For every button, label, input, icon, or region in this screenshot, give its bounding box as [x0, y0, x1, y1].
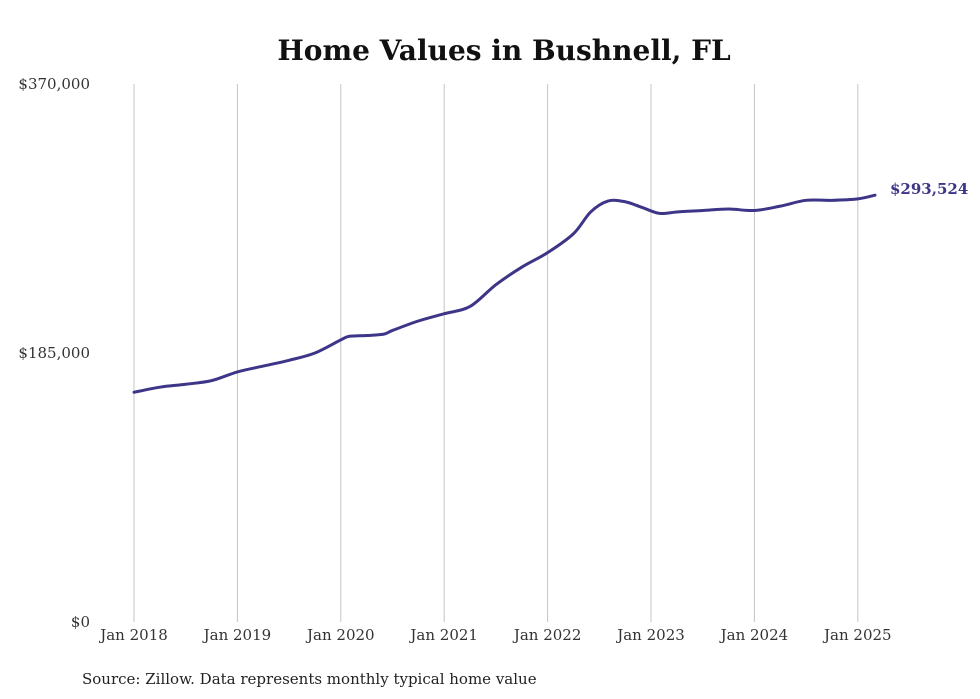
x-tick-label-4: Jan 2022 — [512, 626, 582, 644]
x-tick-label-3: Jan 2021 — [408, 626, 478, 644]
x-tick-label-0: Jan 2018 — [98, 626, 168, 644]
vertical-gridlines — [133, 84, 859, 622]
source-note: Source: Zillow. Data represents monthly … — [82, 670, 537, 688]
x-tick-label-6: Jan 2024 — [719, 626, 789, 644]
x-tick-label-2: Jan 2020 — [305, 626, 375, 644]
x-axis-tick-labels: Jan 2018 Jan 2019 Jan 2020 Jan 2021 Jan 2022… — [98, 626, 891, 644]
y-tick-label-1: $185,000 — [18, 344, 90, 362]
y-axis-tick-labels: $0 $185,000 $370,000 — [18, 75, 90, 631]
x-tick-label-5: Jan 2023 — [615, 626, 685, 644]
chart-title: Home Values in Bushnell, FL — [277, 34, 731, 67]
y-tick-label-0: $0 — [71, 613, 90, 631]
series-line — [132, 193, 877, 394]
series-layer — [132, 193, 877, 394]
x-tick-label-1: Jan 2019 — [202, 626, 272, 644]
y-tick-label-2: $370,000 — [18, 75, 90, 93]
end-value-label: $293,524 — [890, 180, 968, 198]
x-tick-label-7: Jan 2025 — [822, 626, 892, 644]
